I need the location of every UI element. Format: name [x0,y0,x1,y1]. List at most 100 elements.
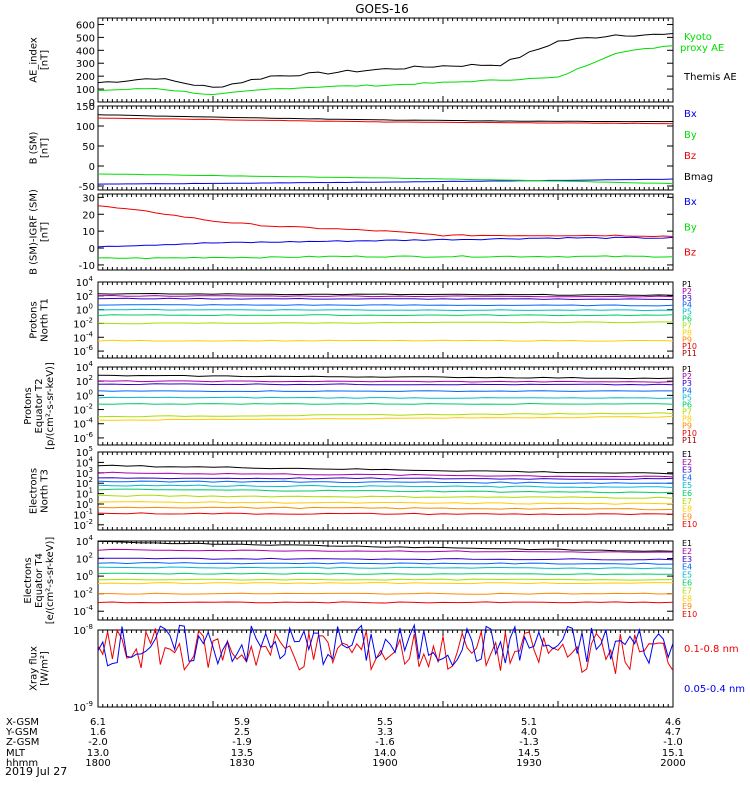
y-tick-label: 102 [76,552,93,566]
y-tick-label: 100 [76,85,95,96]
footer-value: 13.0 [87,748,109,759]
legend-label: E7 [682,586,692,595]
y-tick-label: 50 [82,142,95,153]
legend-label: P9 [682,335,692,344]
series-line [97,512,674,516]
footer-row-label: X-GSM [6,717,39,728]
y-tick-label: 102 [76,289,93,303]
panel-3: 30 20 10 0 -10 B (SM)-IGRF (SM)[nT] Bx By Bz [29,189,697,275]
legend-label: E4 [682,473,692,482]
y-tick-label: 102 [76,374,93,388]
y-axis-label: Xray flux[W/m²] [29,646,51,691]
footer-value: 5.9 [234,717,250,728]
legend-label: E6 [682,579,692,588]
series-line [97,45,674,96]
footer-value: 1930 [516,758,541,769]
legend-label: Bx [684,109,697,120]
legend-label: E3 [682,555,692,564]
y-tick-label: 100 [76,303,93,317]
y-tick-label: 30 [82,193,95,204]
y-tick-label: 10 [82,227,95,238]
legend-label: E1 [682,450,692,459]
y-tick-label: 102 [76,476,93,490]
y-tick-label: 10-2 [73,403,93,417]
y-tick-label: 400 [76,46,95,57]
y-tick-label: 10-4 [73,417,93,431]
footer-value: 15.1 [662,748,684,759]
legend-label: E8 [682,505,692,514]
series-line [97,339,674,342]
y-tick-label: 150 [76,102,95,113]
legend-label: E7 [682,497,692,506]
series-line [97,178,674,185]
panel-7: 104 102 100 10-2 10-4 ElectronsEquator T4[e/(… [23,534,697,624]
legend-label: E4 [682,563,692,572]
series-line [97,173,674,185]
legend-label: P10 [682,342,697,351]
series-line [97,415,674,421]
footer-value: 4.6 [665,717,681,728]
footer-value: 5.1 [521,717,537,728]
footer-row-label: Y-GSM [5,727,38,738]
footer-value: -1.3 [519,737,539,748]
legend-label: E2 [682,547,692,556]
panel-8: 10-8 10-9 Xray flux[W/m²] 0.1-0.8 nm 0.05-0.… [29,623,746,714]
legend-label: By [684,130,697,141]
legend-label: P5 [682,308,692,317]
series-line [97,292,674,296]
legend-label: P8 [682,328,692,337]
footer-value: 14.0 [374,748,396,759]
series-line [97,374,674,380]
legend-label: P2 [682,372,692,381]
footer-value: 1.6 [90,727,106,738]
series-line [98,592,674,595]
series-line [97,480,674,484]
series-line [97,582,674,585]
footer-value: -1.9 [232,737,252,748]
y-tick-label: 103 [76,466,93,480]
series-line [97,464,674,475]
footer-value: 6.1 [90,717,106,728]
y-tick-label: 600 [76,20,95,31]
legend-label: E1 [682,539,692,548]
legend-label: P3 [682,379,692,388]
y-axis-label: B (SM)[nT] [29,131,51,164]
legend-label: P1 [682,280,692,289]
series-line [97,117,674,125]
footer-row-label: MLT [6,748,26,759]
series-line [97,572,674,576]
legend-label: Kyoto proxy AE [680,32,724,54]
legend-label: Themis AE [683,72,737,83]
y-tick-label: 10-6 [73,431,93,445]
y-axis-label: B (SM)-IGRF (SM)[nT] [29,189,51,275]
y-tick-label: 10-9 [73,700,93,714]
series-line [97,506,674,511]
series-line [97,297,674,301]
legend-label: P7 [682,408,692,417]
y-tick-label: 101 [76,487,93,501]
legend-label: Bmag [684,172,713,183]
y-tick-label: 10-1 [73,507,93,521]
legend-label: Bz [684,248,696,259]
series-line [97,623,674,667]
legend-label: E10 [682,520,697,529]
footer-value: 14.5 [518,748,540,759]
panel-2: 150 100 50 0 -50 B (SM)[nT] Bx By Bz Bmag [29,102,714,193]
legend-label: P2 [682,287,692,296]
y-tick-label: 10-2 [73,587,93,601]
legend-label: E8 [682,594,692,603]
legend-label: E9 [682,512,692,521]
series-line [97,484,674,489]
legend-label: P7 [682,321,692,330]
legend-label: P1 [682,365,692,374]
footer-value: 4.0 [521,727,537,738]
y-tick-label: 104 [76,275,94,289]
series-line [97,308,674,312]
y-tick-label: 0 [89,244,95,255]
y-tick-label: 20 [82,210,95,221]
y-tick-label: 100 [76,497,93,511]
series-line [97,471,674,478]
